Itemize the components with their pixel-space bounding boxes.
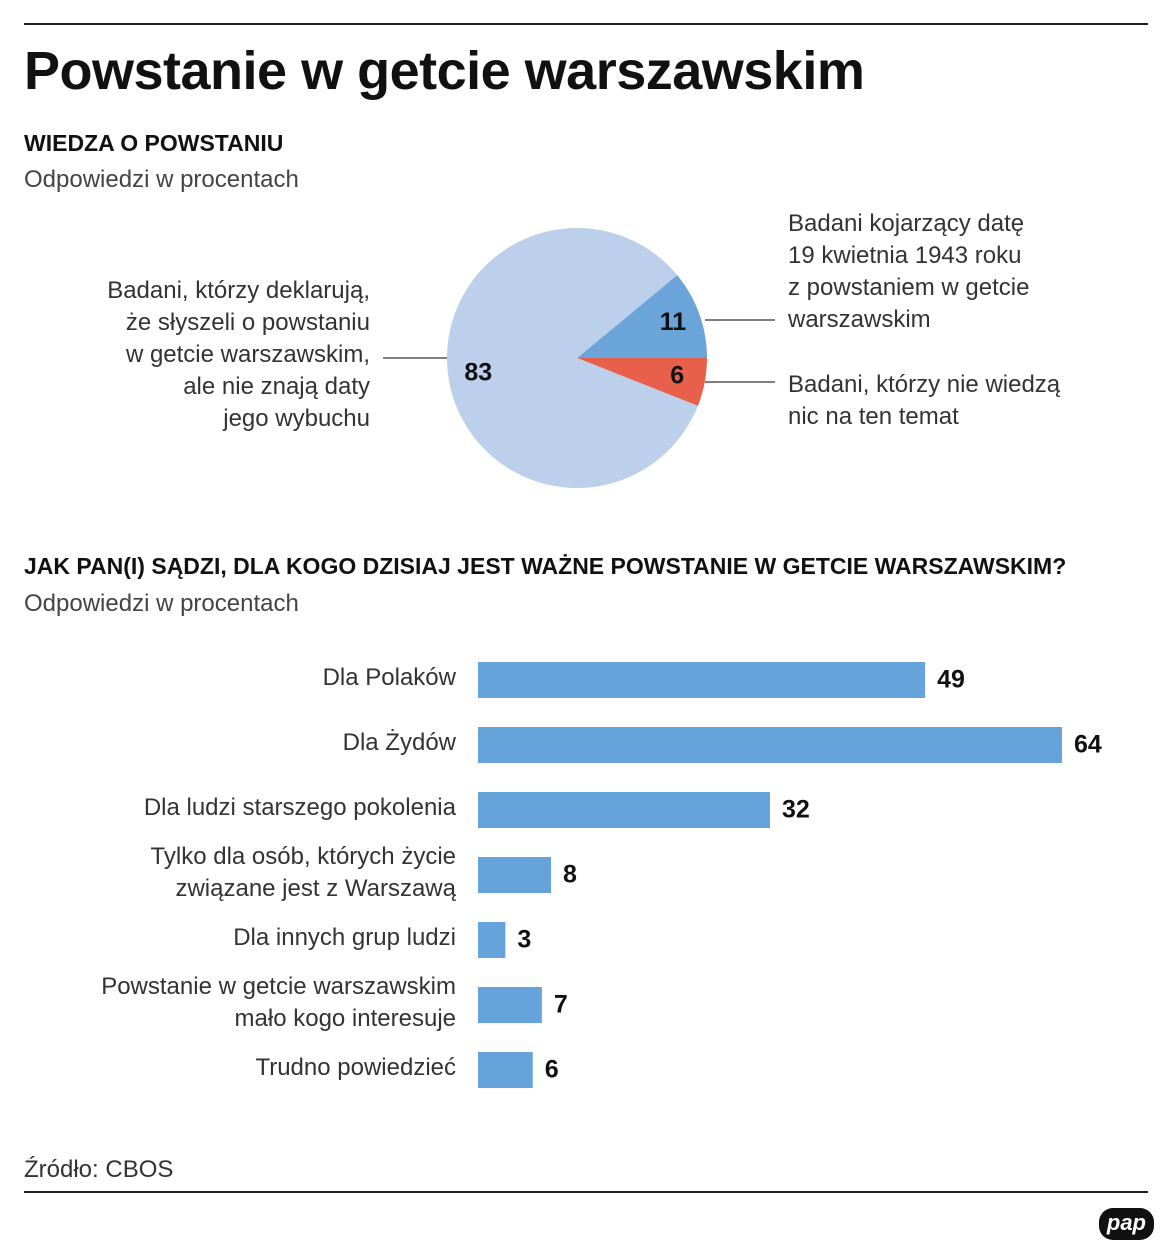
category-label: Powstanie w getcie warszawskim mało kogo… <box>101 973 456 1032</box>
pie-slice <box>577 275 707 358</box>
category-label: Trudno powiedzieć <box>255 1054 456 1081</box>
value-label: 11 <box>660 308 687 336</box>
pie-slice <box>577 358 707 406</box>
bar <box>478 987 542 1023</box>
bar <box>478 922 506 958</box>
value-label: 6 <box>670 362 684 390</box>
value-label: 49 <box>937 666 965 694</box>
category-label: Tylko dla osób, których życie związane j… <box>150 843 456 902</box>
category-label: Dla ludzi starszego pokolenia <box>143 794 456 821</box>
slice-label: Badani, którzy nie wiedzą nic na ten tem… <box>788 371 1061 430</box>
source: Źródło: CBOS <box>24 1156 174 1183</box>
value-label: 64 <box>1074 731 1102 759</box>
bar-title: JAK PAN(I) SĄDZI, DLA KOGO DZISIAJ JEST … <box>24 553 1067 579</box>
bar <box>478 1052 533 1088</box>
bar <box>478 662 926 698</box>
value-label: 6 <box>545 1056 559 1084</box>
bar <box>478 727 1062 763</box>
value-label: 7 <box>554 991 568 1019</box>
bar-subtitle: Odpowiedzi w procentach <box>24 590 299 617</box>
bar <box>478 792 770 828</box>
pie-slice <box>447 228 698 489</box>
value-label: 8 <box>563 861 577 889</box>
category-label: Dla Polaków <box>322 664 456 691</box>
slice-label: Badani, którzy deklarują, że słyszeli o … <box>107 277 370 432</box>
value-label: 83 <box>464 358 492 386</box>
value-label: 3 <box>517 926 531 954</box>
slice-label: Badani kojarzący datę 19 kwietnia 1943 r… <box>788 210 1030 333</box>
value-label: 32 <box>782 796 810 824</box>
pie-title: WIEDZA O POWSTANIU <box>24 130 284 156</box>
category-label: Dla innych grup ludzi <box>233 924 456 951</box>
page-title: Powstanie w getcie warszawskim <box>24 41 865 101</box>
category-label: Dla Żydów <box>342 729 456 756</box>
logo: pap <box>1098 1208 1154 1240</box>
bar <box>478 857 551 893</box>
pie-subtitle: Odpowiedzi w procentach <box>24 166 299 193</box>
